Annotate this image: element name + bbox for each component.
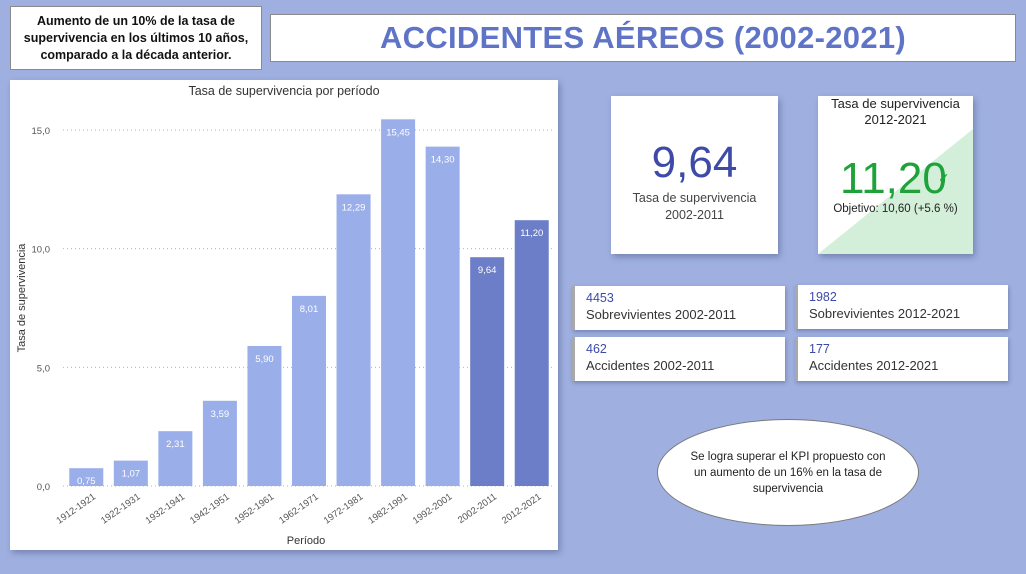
conclusion-text: Se logra superar el KPI propuesto con un… [690,450,886,495]
bar [336,194,371,487]
summary-note: Aumento de un 10% de la tasa de superviv… [10,6,262,70]
stat-label: Accidentes 2012-2021 [809,358,939,373]
bar [425,146,460,486]
stat-value: 4453 [586,291,614,305]
bar-value-label: 8,01 [300,304,319,315]
bar-value-label: 15,45 [386,127,410,138]
x-tick-label: 1952-1961 [233,491,277,526]
summary-note-text: Aumento de un 10% de la tasa de superviv… [23,13,249,62]
title-banner: ACCIDENTES AÉREOS (2002-2021) [270,14,1016,62]
bar-value-label: 12,29 [342,202,366,213]
x-tick-label: 2012-2021 [500,491,544,526]
chart-title: Tasa de supervivencia por período [188,84,379,98]
bar-value-label: 1,07 [122,469,141,480]
status-triangle [818,129,973,254]
bar-value-label: 2,31 [166,439,185,450]
stat-label: Accidentes 2002-2011 [586,358,715,373]
kpi-target-card-2012-2021[interactable]: Tasa de supervivencia 2012-2021 11,20 ✓ … [818,96,973,254]
stat-value: 177 [809,342,830,356]
y-tick-label: 0,0 [37,482,50,493]
x-tick-label: 1992-2001 [411,491,455,526]
kpi-card-2002-2011[interactable]: 9,64 Tasa de supervivencia 2002-2011 [611,96,778,254]
x-tick-label: 2002-2011 [456,491,499,526]
survival-rate-chart[interactable]: Tasa de supervivencia por período Tasa d… [10,80,558,550]
stat-card-accidents-2012-2021[interactable]: 177 Accidentes 2012-2021 [795,337,1008,381]
x-tick-label: 1982-1991 [366,491,410,526]
y-tick-label: 5,0 [37,363,50,374]
stat-card-survivors-2002-2011[interactable]: 4453 Sobrevivientes 2002-2011 [572,286,785,330]
bar [292,295,326,486]
y-axis-label: Tasa de supervivencia [16,243,28,353]
x-tick-label: 1932-1941 [144,491,188,526]
bar [381,119,416,486]
x-tick-label: 1972-1981 [322,491,366,526]
stat-value: 462 [586,342,607,356]
check-icon: ✓ [938,170,950,186]
x-tick-label: 1962-1971 [277,491,321,526]
target-goal: Objetivo: 10,60 (+5.6 %) [833,203,958,215]
target-status-background [818,129,973,254]
bar-value-label: 5,90 [255,354,274,365]
x-tick-label: 1922-1931 [99,491,143,526]
bar [247,345,282,486]
kpi-label: Tasa de supervivencia 2002-2011 [632,191,757,222]
bar-value-label: 0,75 [77,476,96,487]
bar [470,257,505,486]
chart-canvas: Tasa de supervivencia por período Tasa d… [16,84,553,547]
stat-value: 1982 [809,290,837,304]
bar-value-label: 9,64 [478,265,497,276]
kpi-value: 9,64 [651,138,738,187]
bar-value-label: 14,30 [431,155,455,166]
bar-value-label: 11,20 [520,228,543,239]
target-card-title: Tasa de supervivencia 2012-2021 [831,96,960,127]
bar [69,468,104,486]
x-tick-label: 1942-1951 [188,491,232,526]
x-tick-label: 1912-1921 [54,491,98,526]
bar [514,220,549,487]
stat-label: Sobrevivientes 2002-2011 [586,307,737,322]
y-tick-label: 10,0 [32,245,51,256]
bar-value-label: 3,59 [211,409,230,420]
bar [202,400,237,486]
stat-card-accidents-2002-2011[interactable]: 462 Accidentes 2002-2011 [572,337,785,381]
page-title: ACCIDENTES AÉREOS (2002-2021) [379,20,907,55]
bar [158,431,193,486]
y-tick-label: 15,0 [32,126,51,137]
bar [113,460,148,486]
stat-card-survivors-2012-2021[interactable]: 1982 Sobrevivientes 2012-2021 [795,285,1008,329]
x-axis-label: Período [287,535,326,547]
conclusion-note: Se logra superar el KPI propuesto con un… [657,419,919,526]
stat-label: Sobrevivientes 2012-2021 [809,306,961,321]
target-value: 11,20 [840,154,947,203]
